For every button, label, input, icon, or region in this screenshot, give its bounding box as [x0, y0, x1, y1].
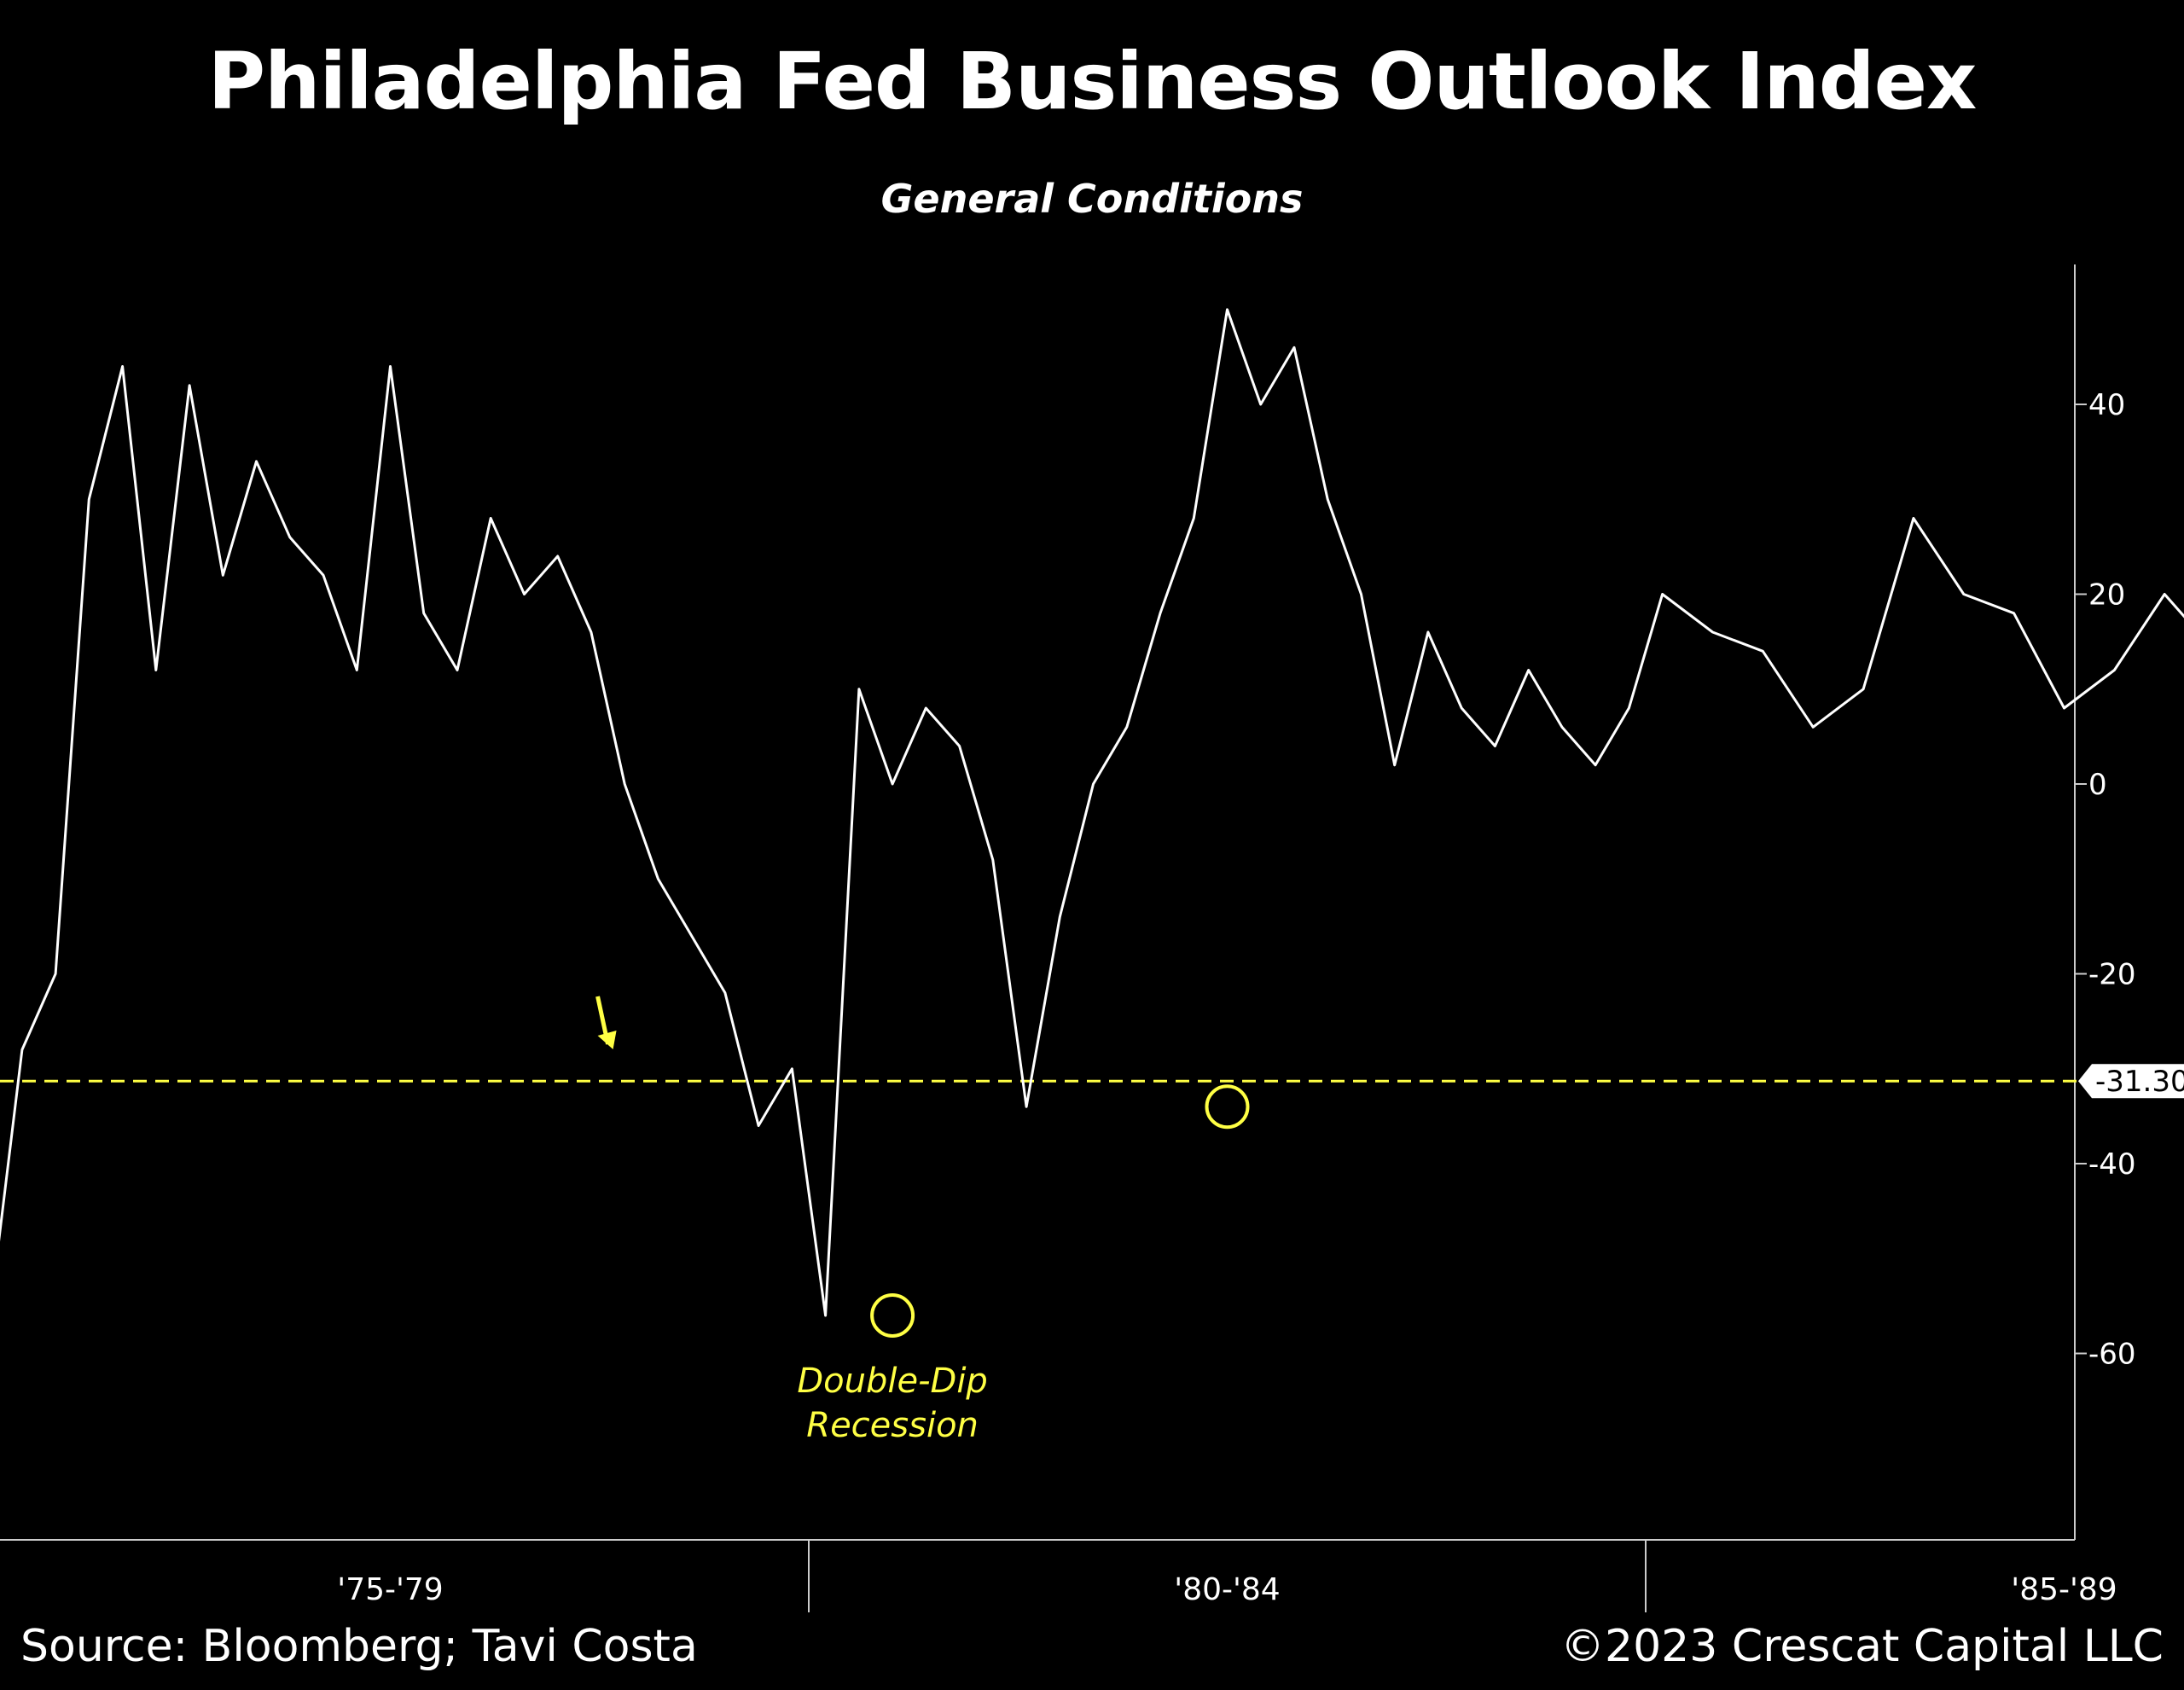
arrow-marker — [595, 996, 617, 1049]
source-note: Source: Bloomberg; Tavi Costa — [20, 1621, 698, 1672]
y-tick-label: -20 — [2088, 958, 2136, 992]
reference-badge-shape — [2078, 1064, 2184, 1099]
x-tick-label: '80-'84 — [1174, 1572, 1280, 1607]
annotation-label: Double-Dip — [797, 1362, 987, 1401]
x-tick-label: '75-'79 — [337, 1572, 443, 1607]
chart-subtitle: General Conditions — [880, 176, 1304, 222]
copyright-note: ©2023 Crescat Capital LLC — [1560, 1621, 2164, 1672]
y-tick-label: 40 — [2088, 388, 2125, 422]
x-tick-label: '85-'89 — [2011, 1572, 2117, 1607]
crisis-annotation — [1205, 1084, 1250, 1130]
trough-circle — [870, 1293, 915, 1338]
crisis-annotation: Double-Dip Recession — [797, 1293, 988, 1445]
index-series-line — [0, 308, 2184, 1317]
reference-value-badge: -31.30 — [2078, 1064, 2184, 1099]
y-tick-label: 0 — [2088, 768, 2107, 802]
y-tick-label: -40 — [2088, 1147, 2136, 1182]
annotation-label: Recession — [806, 1406, 979, 1445]
trough-circle — [1205, 1084, 1250, 1130]
reference-badge-label: -31.30 — [2095, 1065, 2184, 1099]
y-tick-label: 20 — [2088, 578, 2125, 613]
chart-title: Philadelphia Fed Business Outlook Index — [207, 36, 1978, 127]
y-tick-label: -60 — [2088, 1338, 2136, 1372]
arrow-head — [597, 1031, 617, 1049]
